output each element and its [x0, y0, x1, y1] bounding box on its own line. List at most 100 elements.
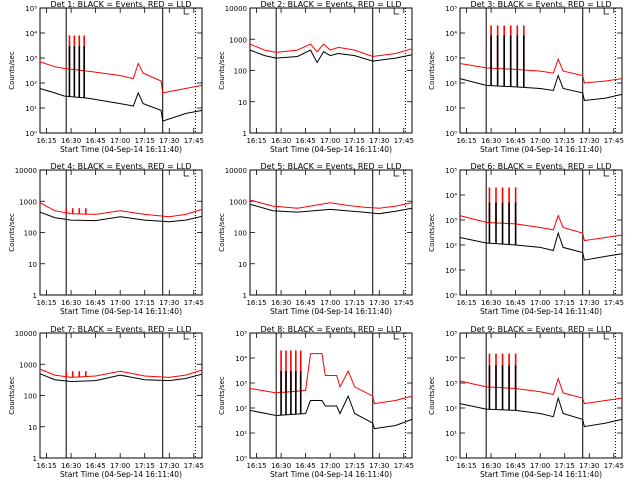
panel-det-1: Det 1: BLACK = Events, RED = LLD 10⁰ 10¹ 10…	[8, 0, 204, 154]
x-tick-label: 16:15	[246, 299, 266, 307]
y-tick-label: 1	[33, 455, 37, 463]
x-tick-label: 16:45	[506, 462, 526, 470]
y-tick-label: 10	[238, 99, 247, 107]
x-tick-label: 17:15	[555, 299, 575, 307]
y-tick-label: 10⁰	[445, 130, 457, 138]
lld-series-line	[39, 202, 203, 218]
y-tick-label: 10¹	[235, 430, 247, 438]
x-tick-label: 17:00	[320, 462, 340, 470]
x-tick-label: 17:45	[394, 137, 414, 145]
y-tick-label: 100	[24, 393, 37, 401]
y-tick-label: 10⁵	[445, 167, 457, 175]
panel-det-5: Det 5: BLACK = Events, RED = LLD 1 10 100 10…	[218, 162, 414, 316]
plot-frame	[459, 169, 623, 296]
lld-series-line	[249, 353, 413, 405]
panel-det-8: Det 8: BLACK = Events, RED = LLD 10⁰ 10¹ 10…	[218, 325, 414, 479]
x-tick-label: 17:30	[579, 137, 599, 145]
y-axis-label: Counts/sec	[428, 213, 436, 252]
x-tick-label: 17:30	[159, 137, 179, 145]
plot-frame	[39, 7, 203, 134]
events-series-line	[459, 231, 623, 261]
x-tick-label: 17:30	[369, 462, 389, 470]
panel-title: Det 8: BLACK = Events, RED = LLD	[261, 325, 402, 334]
lld-series-line	[459, 214, 623, 242]
corner-mark	[603, 8, 610, 15]
y-axis-label: Counts/sec	[8, 376, 16, 415]
x-axis-label: Start Time (04-Sep-14 16:11:40)	[270, 307, 392, 316]
y-tick-label: 10⁴	[445, 30, 457, 38]
x-tick-label: 17:45	[604, 137, 624, 145]
y-tick-label: 10⁰	[25, 130, 37, 138]
x-tick-label: 17:30	[579, 462, 599, 470]
x-tick-label: 17:15	[555, 462, 575, 470]
x-tick-label: 16:45	[86, 299, 106, 307]
x-tick-label: 16:30	[481, 137, 501, 145]
panel-title: Det 1: BLACK = Events, RED = LLD	[51, 0, 192, 9]
y-tick-label: 10	[238, 261, 247, 269]
events-series-line	[39, 373, 203, 383]
y-tick-label: 10²	[235, 405, 247, 413]
x-tick-label: 17:15	[555, 137, 575, 145]
y-tick-label: 1	[243, 292, 247, 300]
x-tick-label: 16:30	[271, 137, 291, 145]
x-tick-label: 16:45	[296, 462, 316, 470]
corner-mark	[183, 8, 190, 15]
x-tick-label: 17:30	[579, 299, 599, 307]
x-tick-label: 17:45	[184, 299, 204, 307]
events-series-line	[39, 88, 203, 122]
x-tick-label: 17:30	[369, 137, 389, 145]
x-tick-label: 17:30	[159, 299, 179, 307]
y-tick-label: 10⁴	[235, 355, 247, 363]
y-tick-label: 100	[24, 230, 37, 238]
lld-series-line	[459, 57, 623, 84]
y-tick-label: 10¹	[25, 105, 37, 113]
y-tick-label: 10⁴	[445, 192, 457, 200]
x-tick-label: 17:45	[604, 299, 624, 307]
y-tick-label: 1000	[229, 36, 247, 44]
x-tick-label: 17:15	[345, 462, 365, 470]
y-axis-label: Counts/sec	[218, 51, 226, 90]
plot-frame	[249, 7, 413, 134]
x-tick-label: 17:00	[320, 137, 340, 145]
panel-title: Det 9: BLACK = Events, RED = LLD	[471, 325, 612, 334]
plot-frame	[459, 7, 623, 134]
x-tick-label: 16:30	[61, 462, 81, 470]
x-axis-label: Start Time (04-Sep-14 16:11:40)	[60, 470, 182, 479]
y-tick-label: 10³	[445, 217, 457, 225]
x-tick-label: 17:45	[184, 137, 204, 145]
y-tick-label: 10²	[445, 242, 457, 250]
x-tick-label: 17:15	[345, 137, 365, 145]
y-tick-label: 10¹	[445, 105, 457, 113]
y-tick-label: 10	[28, 424, 37, 432]
y-tick-label: 10⁰	[445, 292, 457, 300]
y-tick-label: 10²	[445, 405, 457, 413]
y-tick-label: 1000	[229, 198, 247, 206]
x-tick-label: 17:15	[135, 299, 155, 307]
corner-mark	[393, 170, 400, 177]
y-tick-label: 10⁵	[25, 5, 37, 13]
x-tick-label: 16:30	[61, 137, 81, 145]
x-tick-label: 17:30	[159, 462, 179, 470]
panel-title: Det 5: BLACK = Events, RED = LLD	[261, 162, 402, 171]
x-tick-label: 16:15	[36, 462, 56, 470]
x-axis-label: Start Time (04-Sep-14 16:11:40)	[270, 470, 392, 479]
corner-mark	[603, 170, 610, 177]
y-tick-label: 10000	[15, 167, 37, 175]
y-tick-label: 10²	[25, 80, 37, 88]
x-tick-label: 16:30	[271, 299, 291, 307]
plot-frame	[39, 332, 203, 459]
y-axis-label: Counts/sec	[218, 376, 226, 415]
y-tick-label: 10000	[225, 167, 247, 175]
x-tick-label: 16:15	[36, 137, 56, 145]
x-tick-label: 16:30	[481, 462, 501, 470]
events-series-line	[249, 203, 413, 215]
y-tick-label: 10⁴	[25, 30, 37, 38]
events-series-line	[39, 211, 203, 223]
x-tick-label: 17:00	[110, 462, 130, 470]
y-tick-label: 10	[28, 261, 37, 269]
x-tick-label: 16:45	[86, 462, 106, 470]
y-tick-label: 10³	[445, 380, 457, 388]
x-tick-label: 16:15	[246, 462, 266, 470]
x-tick-label: 16:45	[296, 299, 316, 307]
